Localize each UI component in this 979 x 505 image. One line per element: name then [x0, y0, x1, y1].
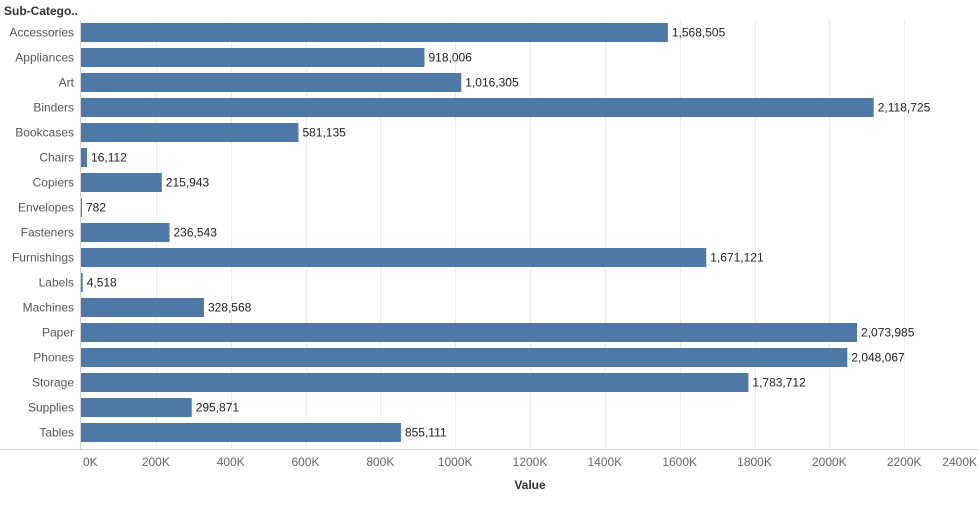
x-tick-label: 0K	[83, 455, 98, 469]
bar	[81, 123, 299, 142]
value-label: 2,073,985	[861, 326, 915, 340]
value-label: 2,118,725	[878, 101, 931, 115]
x-tick-label: 1600K	[662, 455, 697, 469]
category-label: Furnishings	[12, 251, 74, 265]
x-tick-label: 2000K	[812, 455, 847, 469]
x-tick-label: 1000K	[438, 455, 473, 469]
value-label: 215,943	[166, 176, 210, 190]
x-tick-label: 800K	[366, 455, 394, 469]
value-label: 1,783,712	[752, 376, 806, 390]
category-label: Paper	[42, 326, 74, 340]
x-tick-label: 1800K	[737, 455, 772, 469]
category-label: Machines	[23, 301, 74, 315]
x-tick-label: 1200K	[513, 455, 548, 469]
value-label: 581,135	[302, 126, 346, 140]
bar	[81, 423, 401, 442]
value-label: 16,112	[91, 151, 127, 165]
x-tick-label: 2400K	[942, 455, 977, 469]
category-label: Fasteners	[21, 226, 74, 240]
x-tick-label: 1400K	[587, 455, 622, 469]
bar	[81, 198, 82, 217]
bar	[81, 323, 858, 342]
category-label: Phones	[33, 351, 74, 365]
category-label: Binders	[33, 101, 74, 115]
bar	[81, 223, 170, 242]
category-label: Tables	[39, 426, 74, 440]
value-label: 328,568	[208, 301, 252, 315]
value-label: 236,543	[174, 226, 218, 240]
x-tick-label: 200K	[142, 455, 170, 469]
x-tick-label: 600K	[291, 455, 319, 469]
bar	[81, 398, 192, 417]
value-label: 295,871	[196, 401, 240, 415]
bar	[81, 348, 848, 367]
category-label: Supplies	[28, 401, 74, 415]
bar	[81, 98, 874, 117]
bar	[81, 373, 749, 392]
value-label: 2,048,067	[851, 351, 905, 365]
category-label: Storage	[32, 376, 74, 390]
x-axis-title: Value	[514, 478, 546, 492]
value-label: 918,006	[428, 51, 472, 65]
value-label: 855,111	[405, 426, 447, 440]
bar	[81, 273, 83, 292]
bar	[81, 148, 88, 167]
value-label: 1,568,505	[672, 26, 726, 40]
value-label: 1,016,305	[465, 76, 519, 90]
value-label: 4,518	[87, 276, 117, 290]
category-label: Art	[59, 76, 75, 90]
bar	[81, 298, 204, 317]
category-label: Chairs	[39, 151, 74, 165]
bar	[81, 23, 668, 42]
category-label: Envelopes	[18, 201, 74, 215]
value-label: 1,671,121	[710, 251, 764, 265]
category-label: Copiers	[33, 176, 74, 190]
row-header: Sub-Catego..	[4, 4, 78, 18]
category-label: Labels	[39, 276, 74, 290]
bar	[81, 48, 425, 67]
bar	[81, 248, 707, 267]
bar	[81, 173, 162, 192]
category-label: Bookcases	[15, 126, 74, 140]
x-tick-label: 400K	[217, 455, 245, 469]
category-label: Accessories	[9, 26, 74, 40]
value-label: 782	[86, 201, 106, 215]
x-tick-label: 2200K	[887, 455, 922, 469]
bar	[81, 73, 462, 92]
category-label: Appliances	[15, 51, 74, 65]
